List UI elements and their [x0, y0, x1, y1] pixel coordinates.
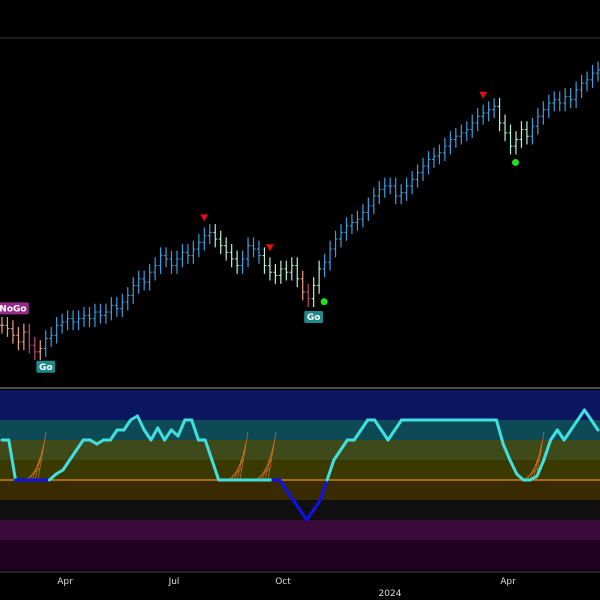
oscillator-segment [75, 438, 85, 452]
oscillator-segment [278, 478, 288, 492]
badge-label: Go [39, 363, 53, 373]
exhaustion-triangle [479, 91, 488, 99]
oscillator-segment [122, 418, 133, 432]
cluster-line [532, 440, 543, 481]
oscillator-segment [576, 408, 586, 422]
go-dot [320, 298, 328, 306]
x-tick-label: Apr [500, 577, 516, 587]
oscillator-segment [291, 498, 302, 512]
oscillator-segment [284, 488, 295, 502]
oscillator-segment [555, 428, 566, 442]
oscillator-segment [318, 478, 329, 502]
oscillator-segment [589, 418, 600, 432]
oscillator-segment [569, 418, 580, 432]
oscillator-segment [176, 418, 187, 438]
price-panel: NoGo Go Go [0, 61, 600, 373]
oscillator-segment [142, 428, 153, 442]
oscillator-segment [515, 472, 525, 482]
oscillator-segment [549, 428, 559, 442]
oscillator-segment [135, 414, 146, 432]
oscillator-band [0, 440, 600, 460]
x-tick-label: Jul [168, 577, 180, 587]
oscillator-segment [562, 428, 573, 442]
oscillator-segment [210, 458, 221, 482]
oscillator-segment [373, 418, 383, 432]
x-tick-label: Apr [57, 577, 73, 587]
oscillator-band [0, 420, 600, 440]
oscillator-segment [393, 418, 404, 432]
oscillator-segment [149, 426, 160, 442]
x-tick-label: Oct [275, 577, 291, 587]
oscillator-segment [386, 428, 397, 442]
cluster-line [236, 440, 247, 481]
oscillator-segment [379, 428, 390, 442]
oscillator-segment [298, 508, 309, 522]
exhaustion-triangle [265, 244, 274, 252]
oscillator-segment [305, 508, 316, 522]
cluster-line [267, 431, 277, 481]
badge-label: Go [307, 313, 321, 323]
cluster-line [34, 440, 45, 481]
badge-label: NoGo [0, 304, 27, 314]
oscillator-segment [47, 472, 58, 482]
oscillator-segment [535, 458, 546, 478]
oscillator-segment [494, 418, 505, 446]
go-badge [36, 360, 56, 373]
oscillator-segment [582, 408, 593, 422]
cluster-line [37, 431, 47, 481]
oscillator-segment [542, 438, 553, 462]
oscillator-band [0, 540, 600, 570]
oscillator-band [0, 460, 600, 480]
oscillator-segment [163, 428, 173, 442]
oscillator-segment [68, 448, 78, 462]
oscillator-segment [359, 418, 370, 432]
oscillator-band [0, 480, 600, 500]
oscillator-segment [352, 428, 363, 442]
oscillator-segment [332, 448, 343, 462]
oscillator-panel [0, 390, 600, 570]
oscillator-segment [312, 498, 322, 512]
nogo-badge [0, 302, 29, 315]
cluster-line [264, 440, 275, 481]
x-axis: Apr Jul Oct Apr 2024 [0, 571, 600, 599]
go-badge [304, 311, 324, 324]
oscillator-segment [7, 438, 18, 482]
oscillator-segment [190, 418, 200, 442]
oscillator-segment [501, 442, 512, 462]
oscillator-segment [339, 438, 349, 452]
oscillator-segment [61, 458, 72, 472]
exhaustion-triangle [200, 214, 209, 222]
oscillator-segment [508, 458, 519, 476]
oscillator-segment [156, 426, 167, 442]
go-dot [512, 158, 520, 166]
oscillator-segment [325, 458, 336, 482]
oscillator-band [0, 390, 600, 420]
oscillator-band [0, 520, 600, 540]
oscillator-segment [203, 438, 214, 462]
cluster-line [239, 431, 249, 481]
x-year-label: 2024 [379, 589, 402, 599]
oscillator-segment [108, 428, 119, 442]
